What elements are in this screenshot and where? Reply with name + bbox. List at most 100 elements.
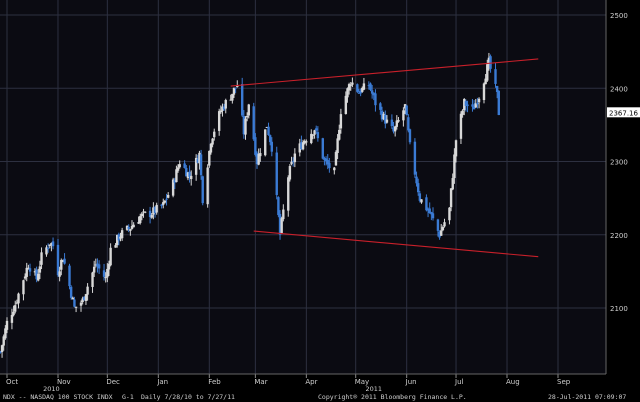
x-tick-label: Aug	[506, 378, 520, 386]
candle-body	[486, 64, 489, 81]
candle-body	[222, 106, 226, 110]
candle-body	[153, 207, 157, 213]
candle-body	[372, 92, 375, 96]
candle-body	[449, 188, 453, 208]
copyright: Copyright® 2011 Bloomberg Finance L.P.	[318, 393, 467, 401]
candle-body	[270, 141, 274, 152]
candle-body	[397, 119, 400, 122]
candle-body	[25, 267, 28, 277]
candle-body	[196, 158, 199, 163]
candle-body	[60, 259, 63, 270]
candle-body	[130, 226, 134, 229]
year-label: 2011	[366, 385, 383, 392]
candle-body	[94, 264, 98, 266]
candle-body	[301, 142, 305, 150]
x-axis: Oct Nov Dec Jan Feb Mar Apr May Jun Jul Aug Sep 2010…	[0, 373, 606, 392]
candle-body	[402, 110, 405, 121]
x-tick-label: Apr	[305, 378, 317, 386]
candle-body	[334, 152, 338, 166]
candle-body	[140, 213, 144, 217]
candle-body	[71, 297, 74, 300]
candle-body	[369, 83, 372, 90]
candle-body	[58, 271, 61, 277]
y-tick-label: 2100	[610, 305, 628, 313]
candle-body	[166, 194, 170, 198]
y-tick-label: 2200	[610, 232, 628, 240]
timestamp: 28-Jul-2011 07:09:07	[548, 393, 627, 401]
candle-body	[252, 106, 255, 140]
candle-body	[241, 84, 244, 116]
candle-body	[418, 193, 422, 201]
candle-body	[361, 87, 364, 92]
candle-body	[69, 286, 73, 298]
candle-body	[232, 87, 236, 95]
candle-body	[380, 110, 384, 120]
security-name: NDX -- NASDAQ 100 STOCK INDX	[3, 393, 113, 401]
candle-body	[440, 230, 443, 236]
candle-body	[268, 135, 272, 143]
candle-body	[162, 202, 165, 205]
candle-body	[459, 113, 463, 139]
candle-body	[298, 143, 301, 153]
candle-body	[125, 225, 129, 230]
candle-body	[338, 129, 341, 140]
candle-body	[494, 69, 497, 84]
x-tick-label: Dec	[106, 378, 120, 386]
period-range: Daily 7/28/10 to 7/27/11	[141, 393, 235, 401]
candle-body	[448, 207, 451, 221]
candle-body	[441, 227, 445, 231]
candle-body	[416, 183, 420, 193]
candle-body	[92, 266, 96, 273]
candle-body	[224, 100, 227, 109]
y-tick-label: 2400	[610, 85, 628, 93]
x-tick-label: Feb	[208, 378, 221, 386]
candle-body	[171, 179, 175, 196]
candle-body	[160, 204, 163, 206]
candle-body	[254, 137, 257, 155]
candle-body	[328, 162, 331, 169]
candle-body	[83, 296, 86, 301]
candle-body	[275, 152, 278, 195]
candle-body	[132, 224, 135, 228]
candle-body	[280, 218, 283, 233]
candle-body	[148, 210, 152, 218]
x-tick-label: Jan	[156, 378, 168, 386]
candle-body	[28, 268, 32, 272]
candle-body	[14, 305, 17, 312]
candle-body	[265, 126, 269, 128]
candle-body	[362, 83, 366, 90]
candle-body	[333, 167, 336, 171]
candle-body	[91, 272, 94, 287]
candle-body	[175, 169, 178, 183]
candle-body	[323, 157, 326, 161]
candle-body	[198, 152, 201, 164]
candle-body	[293, 153, 297, 163]
candle-body	[5, 320, 9, 330]
candle-body	[178, 164, 181, 168]
candle-body	[305, 141, 308, 143]
y-tick-label: 2500	[610, 12, 628, 20]
candle-body	[278, 213, 282, 235]
candle-body	[129, 229, 132, 231]
candle-body	[415, 176, 418, 184]
candle-body	[0, 345, 4, 353]
candle-body	[242, 116, 246, 135]
candle-body	[472, 106, 476, 110]
candle-body	[51, 241, 55, 247]
candle-body	[231, 93, 234, 101]
x-tick-label: May	[355, 378, 369, 386]
candle-body	[374, 93, 377, 106]
y-axis: 2100 2200 2300 2400 2500	[605, 0, 628, 374]
candle-body	[46, 247, 50, 249]
candle-body	[390, 119, 394, 127]
candle-body	[15, 302, 19, 304]
candle-body	[257, 154, 260, 165]
candle-body	[430, 212, 433, 215]
candle-body	[221, 106, 224, 111]
candle-body	[68, 265, 71, 287]
candle-body	[339, 114, 343, 129]
candle-body	[79, 302, 83, 306]
candle-body	[495, 86, 499, 92]
candle-body	[344, 95, 348, 114]
candle-body	[84, 294, 88, 301]
